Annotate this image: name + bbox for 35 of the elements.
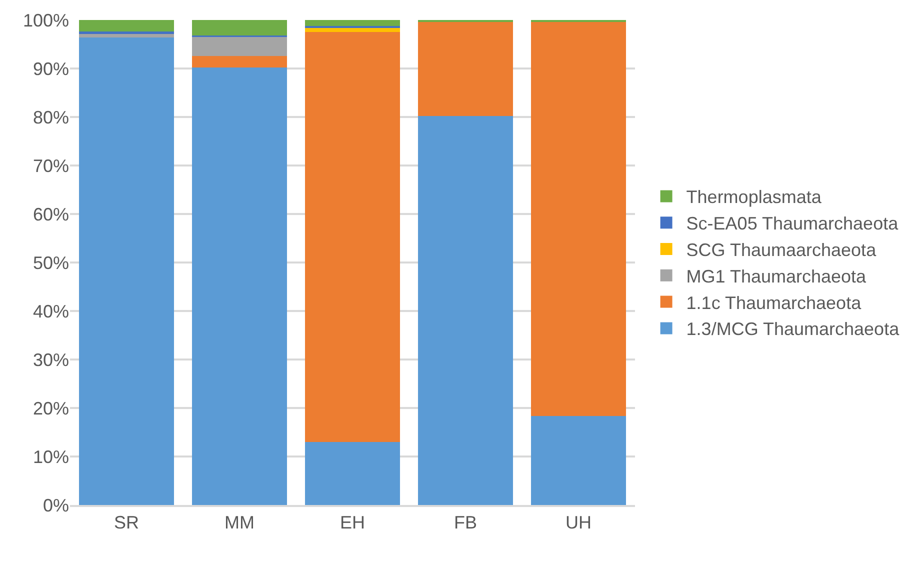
legend-label: SCG Thaumaarchaeota: [686, 240, 878, 260]
bar: [192, 56, 287, 68]
bar: [305, 442, 400, 505]
y-tick-label: 100%: [22, 10, 69, 30]
bar: [79, 20, 174, 32]
bar: [192, 68, 287, 505]
x-tick-label: FB: [454, 512, 478, 532]
bar: [531, 21, 626, 416]
y-tick-label: 30%: [32, 350, 69, 370]
x-tick-label: UH: [566, 512, 592, 532]
y-tick-label: 40%: [32, 301, 69, 322]
legend-label: 1.3/MCG Thaumarchaeota: [686, 319, 900, 340]
bar: [531, 416, 626, 505]
y-tick-label: 10%: [32, 446, 69, 467]
x-tick-label: EH: [340, 512, 366, 532]
x-tick-label: SR: [114, 512, 140, 532]
bar: [418, 116, 513, 505]
bar: [418, 21, 513, 116]
legend-label: 1.1c Thaumarchaeota: [686, 292, 862, 313]
y-tick-label: 70%: [32, 156, 69, 176]
y-tick-label: 60%: [32, 204, 69, 224]
x-tick-label: MM: [224, 512, 254, 532]
legend-label: MG1 Thaumarchaeota: [686, 266, 868, 286]
bar: [305, 20, 400, 26]
legend-label: Sc-EA05 Thaumarchaeota: [686, 214, 900, 234]
y-tick-label: 20%: [32, 398, 69, 418]
bar: [79, 37, 174, 505]
y-tick-label: 0%: [42, 495, 69, 516]
y-tick-label: 80%: [32, 107, 69, 128]
legend-label: Thermoplasmata: [686, 187, 822, 208]
bar: [305, 32, 400, 442]
y-tick-label: 50%: [32, 252, 69, 273]
bar: [192, 36, 287, 56]
y-tick-label: 90%: [32, 58, 69, 79]
bar: [192, 20, 287, 36]
